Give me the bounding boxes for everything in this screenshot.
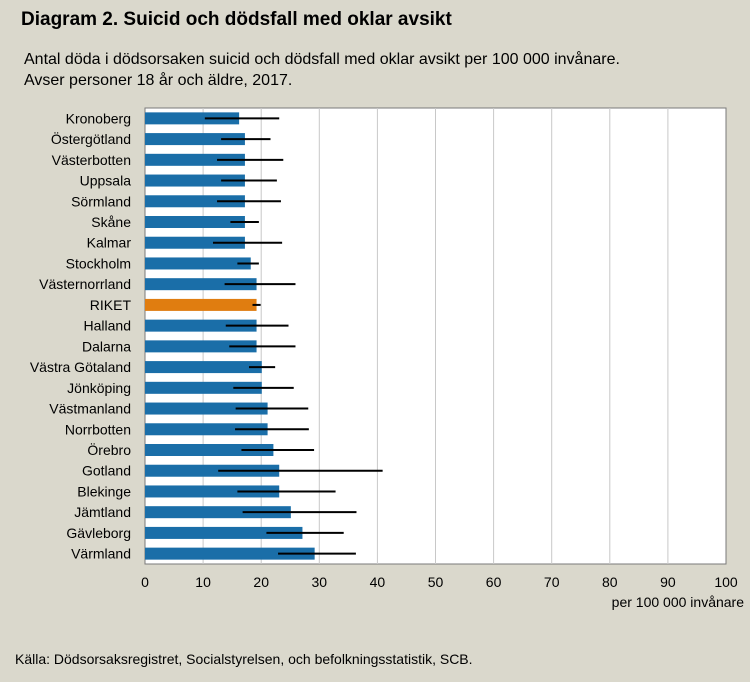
category-label: Västmanland xyxy=(49,401,131,417)
category-label: Gävleborg xyxy=(66,525,131,541)
category-label: Skåne xyxy=(91,214,131,230)
x-tick-label: 70 xyxy=(544,574,560,590)
bar xyxy=(145,444,274,456)
bar xyxy=(145,381,262,394)
category-label: Norrbotten xyxy=(65,421,131,437)
category-label: Kalmar xyxy=(87,235,132,251)
x-tick-label: 30 xyxy=(312,574,328,590)
bar xyxy=(145,133,245,146)
bar xyxy=(145,174,245,187)
x-tick-label: 40 xyxy=(370,574,386,590)
bar xyxy=(145,506,291,519)
x-tick-label: 90 xyxy=(660,574,676,590)
bar xyxy=(145,526,303,539)
bar xyxy=(145,361,262,374)
category-label: Värmland xyxy=(71,546,131,562)
x-tick-label: 10 xyxy=(195,574,211,590)
bar xyxy=(145,257,251,270)
bar xyxy=(145,340,257,353)
bar xyxy=(145,547,315,560)
category-label: Västernorrland xyxy=(39,276,131,292)
x-tick-label: 60 xyxy=(486,574,502,590)
category-label: Uppsala xyxy=(80,173,132,189)
bar xyxy=(145,195,245,208)
subtitle-line: Antal döda i dödsorsaken suicid och döds… xyxy=(24,51,620,68)
chart-subtitle: Antal döda i dödsorsaken suicid och döds… xyxy=(24,49,724,91)
category-label: Jönköping xyxy=(67,380,131,396)
subtitle-line: Avser personer 18 år och äldre, 2017. xyxy=(24,72,293,89)
category-label: Stockholm xyxy=(66,255,131,271)
x-tick-label: 20 xyxy=(253,574,269,590)
x-tick-label: 80 xyxy=(602,574,618,590)
bar xyxy=(145,485,280,498)
category-label: Halland xyxy=(84,318,131,334)
category-label: Östergötland xyxy=(51,130,131,147)
category-label: Blekinge xyxy=(77,483,131,499)
x-tick-label: 50 xyxy=(428,574,444,590)
category-label: Kronoberg xyxy=(66,110,131,126)
chart-title: Diagram 2. Suicid och dödsfall med oklar… xyxy=(21,9,452,30)
bar xyxy=(145,402,268,415)
bar xyxy=(145,278,257,291)
bar xyxy=(145,319,257,332)
bar xyxy=(145,236,245,249)
x-axis-title: per 100 000 invånare xyxy=(612,594,745,610)
bar xyxy=(145,464,280,477)
category-label: Gotland xyxy=(82,463,131,479)
bar-riket xyxy=(145,298,257,311)
bar xyxy=(145,216,245,228)
bar xyxy=(145,112,240,125)
category-label: RIKET xyxy=(90,297,132,313)
category-label: Västra Götaland xyxy=(30,359,131,375)
category-label: Sörmland xyxy=(71,193,131,209)
bar xyxy=(145,153,245,166)
x-tick-label: 0 xyxy=(141,574,149,590)
category-label: Västerbotten xyxy=(52,152,131,168)
category-label: Örebro xyxy=(87,441,131,458)
source-note: Källa: Dödsorsaksregistret, Socialstyrel… xyxy=(15,651,473,667)
bar xyxy=(145,423,268,436)
category-label: Dalarna xyxy=(82,338,131,354)
x-tick-label: 100 xyxy=(714,574,738,590)
category-label: Jämtland xyxy=(74,504,131,520)
